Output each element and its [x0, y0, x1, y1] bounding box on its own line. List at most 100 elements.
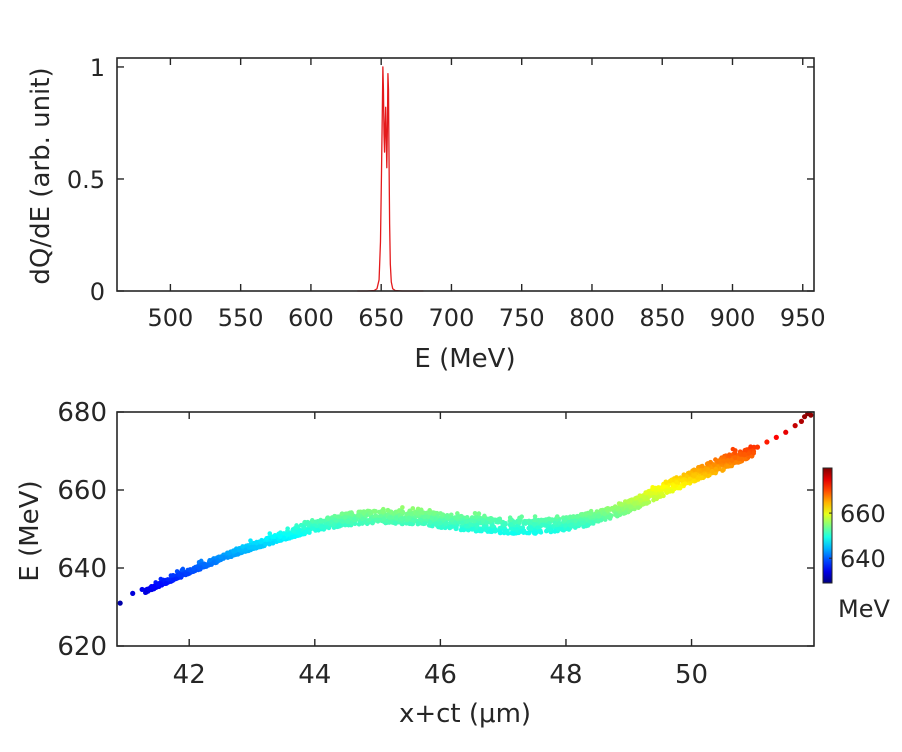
- phase-space-point: [634, 495, 640, 501]
- phase-space-point: [130, 590, 136, 596]
- phase-space-point: [751, 451, 757, 456]
- phase-space-point: [210, 560, 216, 566]
- phase-space-x-tick-label: 50: [675, 660, 708, 690]
- phase-space-point: [523, 521, 528, 526]
- phase-space-point: [517, 518, 522, 524]
- phase-space-axes-frame: [116, 411, 815, 647]
- phase-space-point: [438, 520, 443, 526]
- phase-space-point: [376, 509, 382, 515]
- phase-space-y-tick-label: 640: [57, 554, 107, 584]
- phase-space-point: [427, 510, 432, 516]
- phase-space-point: [608, 514, 614, 519]
- phase-space-point: [725, 458, 731, 463]
- phase-space-point: [641, 495, 647, 500]
- phase-space-point: [535, 525, 541, 531]
- phase-space-point: [663, 479, 669, 485]
- phase-space-point: [388, 509, 394, 515]
- phase-space-x-tick-label: 46: [424, 660, 457, 690]
- phase-space-point: [370, 520, 375, 526]
- phase-space-point: [236, 547, 241, 553]
- phase-space-point: [543, 517, 549, 523]
- phase-space-point: [303, 529, 309, 535]
- phase-space-point: [587, 519, 592, 525]
- phase-space-point: [393, 521, 398, 526]
- phase-space-point: [277, 534, 283, 539]
- phase-space-point: [636, 505, 641, 511]
- phase-space-point: [492, 527, 498, 533]
- spectrum-x-tick-label: 500: [147, 304, 193, 332]
- phase-space-point: [348, 512, 354, 518]
- phase-space-point: [196, 565, 202, 570]
- phase-space-point: [585, 523, 591, 528]
- phase-space-point: [721, 467, 726, 472]
- spectrum-x-tick-labels: 500 550 600 650 700 750 800 850 900 950: [147, 304, 825, 332]
- spectrum-y-tick-labels: 00.51: [67, 54, 105, 306]
- spectrum-axes-frame: [116, 57, 815, 292]
- colorbar-ticks: 640 660: [829, 500, 886, 573]
- phase-space-point: [425, 514, 431, 519]
- phase-space-point: [711, 462, 717, 467]
- phase-space-point: [422, 514, 427, 520]
- phase-space-point: [743, 448, 748, 454]
- phase-space-point: [540, 522, 545, 528]
- phase-space-point: [476, 511, 482, 516]
- phase-space-point: [480, 518, 486, 523]
- phase-space-point: [518, 529, 524, 534]
- phase-space-point: [258, 539, 264, 545]
- phase-space-point: [232, 548, 238, 554]
- phase-space-point: [524, 530, 530, 536]
- phase-space-point: [281, 535, 287, 541]
- phase-space-point: [798, 418, 805, 424]
- phase-space-point: [531, 522, 537, 527]
- phase-space-point: [559, 526, 564, 532]
- phase-space-point: [301, 524, 307, 530]
- phase-space-point: [253, 540, 259, 546]
- phase-space-point: [248, 538, 253, 543]
- phase-space-point: [792, 423, 798, 429]
- spectrum-x-tick-label: 950: [780, 304, 826, 332]
- phase-space-point: [659, 491, 665, 497]
- phase-space-point: [404, 511, 409, 517]
- phase-space-point: [468, 521, 473, 527]
- spectrum-x-tick-label: 650: [358, 304, 404, 332]
- phase-space-point: [483, 526, 489, 532]
- phase-space-point: [733, 460, 739, 465]
- phase-space-point: [648, 491, 654, 496]
- spectrum-y-tick-label: 1: [90, 54, 105, 82]
- phase-space-point: [505, 528, 510, 534]
- phase-space-point: [380, 508, 386, 514]
- phase-space-point: [573, 518, 578, 524]
- phase-space-point: [290, 528, 296, 533]
- phase-space-point: [746, 451, 751, 456]
- phase-space-point: [482, 513, 487, 519]
- phase-space-point: [381, 516, 387, 521]
- phase-space-point: [653, 487, 659, 493]
- phase-space-point: [742, 452, 748, 457]
- phase-space-y-tick-label: 620: [57, 632, 107, 662]
- phase-space-point: [285, 526, 290, 531]
- spectrum-plot: 500 550 600 650 700 750 800 850 900 950 00.51 E (…: [26, 54, 826, 374]
- phase-space-point: [377, 517, 383, 523]
- phase-space-point: [286, 532, 291, 537]
- phase-space-point: [387, 515, 392, 520]
- phase-space-point: [573, 514, 579, 520]
- phase-space-point: [808, 412, 814, 418]
- phase-space-point: [732, 455, 738, 460]
- phase-space-point: [388, 519, 394, 524]
- phase-space-point: [168, 573, 174, 578]
- phase-space-point: [318, 524, 324, 530]
- phase-space-point: [641, 501, 647, 507]
- phase-space-point: [686, 470, 692, 476]
- phase-space-point: [508, 522, 514, 527]
- phase-space-point: [171, 577, 176, 583]
- phase-space-point: [643, 490, 649, 496]
- phase-space-point: [485, 516, 491, 522]
- phase-space-point: [490, 523, 495, 528]
- phase-space-point: [631, 501, 637, 507]
- colorbar-tick-label: 640: [840, 545, 886, 573]
- phase-space-point: [469, 527, 475, 532]
- phase-space-point: [329, 519, 334, 525]
- phase-space-point: [730, 446, 736, 452]
- phase-space-point: [579, 520, 585, 526]
- phase-space-x-tick-label: 48: [549, 660, 582, 690]
